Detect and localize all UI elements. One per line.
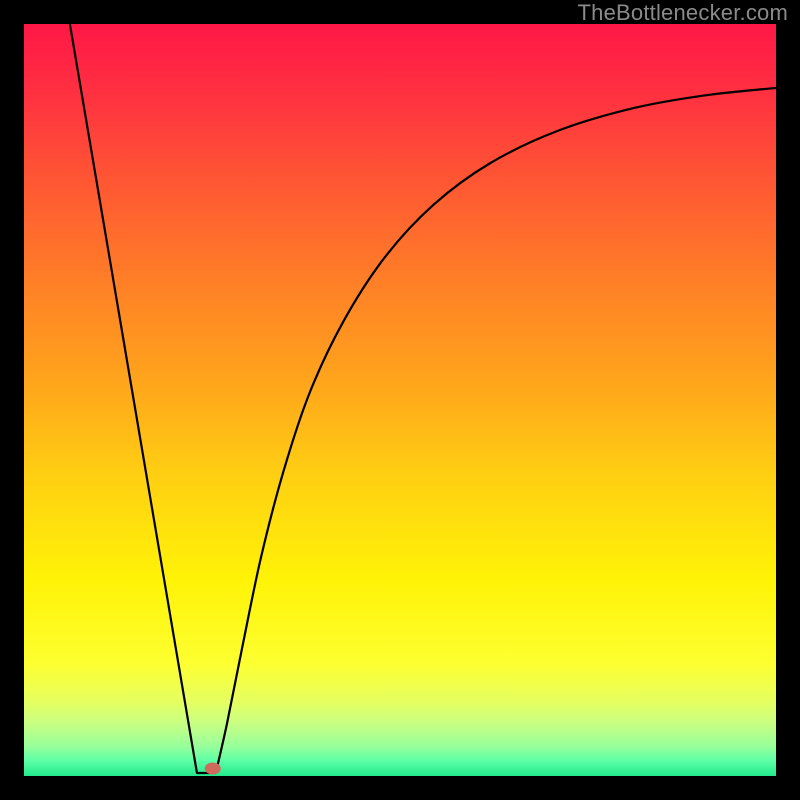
curve-layer <box>24 24 776 776</box>
bottleneck-curve <box>70 24 776 773</box>
watermark-text: TheBottlenecker.com <box>578 0 788 26</box>
plot-area <box>24 24 776 776</box>
figure-root: TheBottlenecker.com <box>0 0 800 800</box>
optimum-marker <box>205 762 221 774</box>
